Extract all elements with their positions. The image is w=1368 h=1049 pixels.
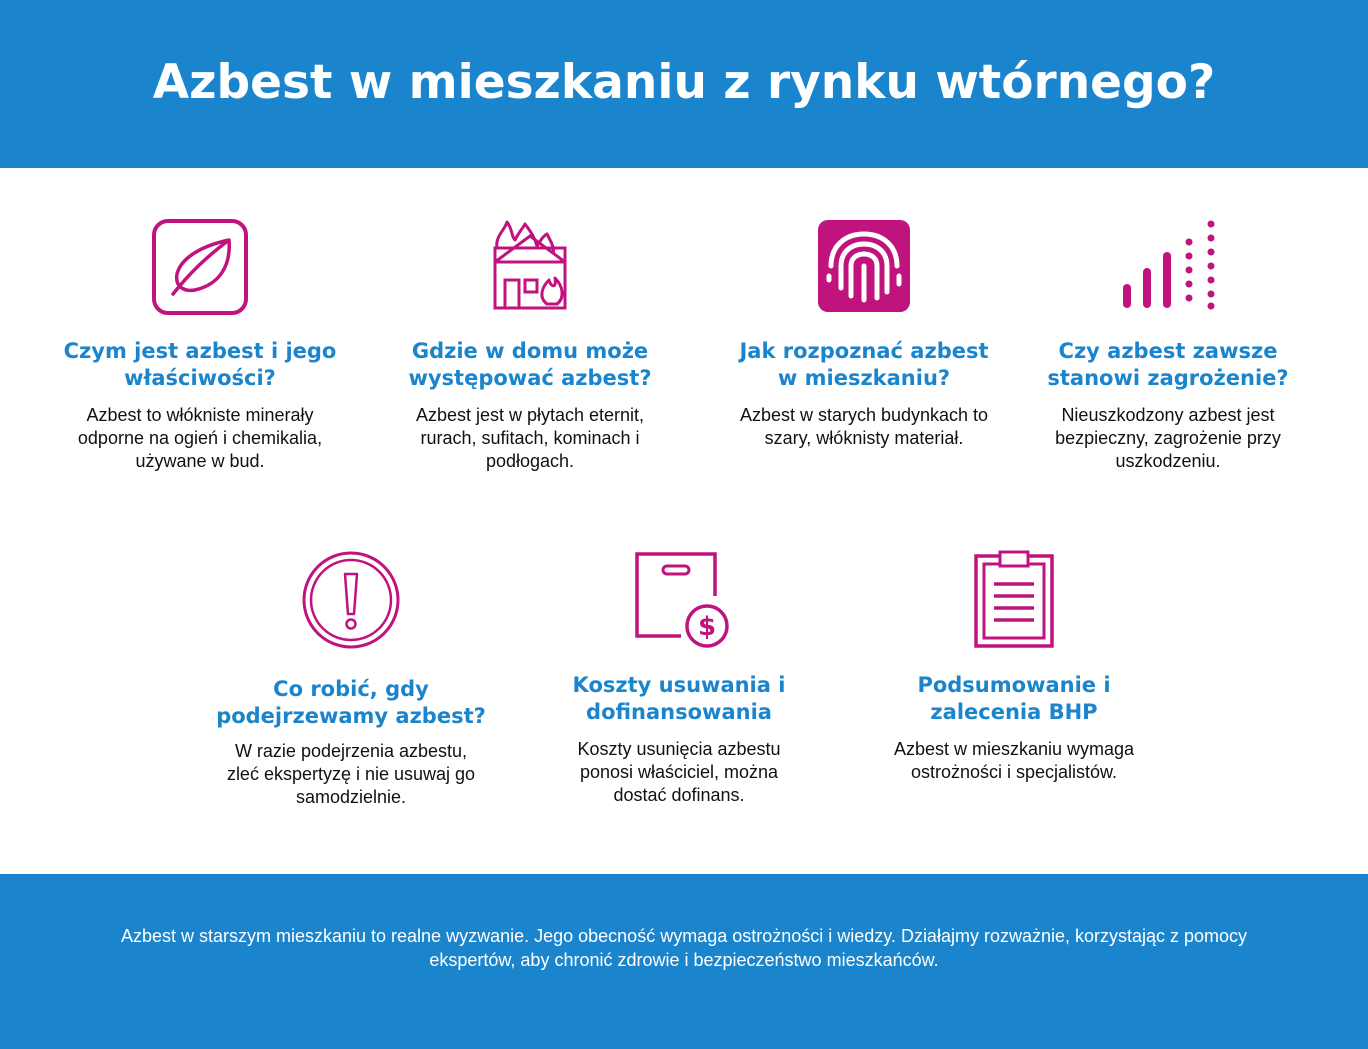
card-removal-costs: $ Koszty usuwania i dofinansowania Koszt…: [529, 550, 829, 807]
page-title: Azbest w mieszkaniu z rynku wtórnego?: [152, 54, 1216, 110]
card-text: W razie podejrzenia azbestu, zleć eksper…: [226, 741, 476, 807]
svg-text:$: $: [698, 612, 716, 642]
bag-dollar-icon: $: [635, 552, 729, 648]
signal-bars-icon: [1123, 220, 1215, 310]
exclamation-circle-icon: [302, 551, 400, 649]
card-what-to-do: Co robić, gdy podejrzewamy azbest? W raz…: [201, 550, 501, 809]
header-banner: Azbest w mieszkaniu z rynku wtórnego?: [0, 0, 1368, 168]
card-text: Koszty usunięcia azbestu ponosi właścici…: [577, 739, 781, 805]
fingerprint-icon: [818, 220, 910, 312]
card-text: Azbest to włókniste minerały odporne na …: [77, 405, 323, 471]
card-title: Czy azbest zawsze stanowi zagrożenie?: [1047, 339, 1289, 390]
card-summary-bhp: Podsumowanie i zalecenia BHP Azbest w mi…: [864, 550, 1164, 784]
card-where-in-home: Gdzie w domu może występować azbest? Azb…: [380, 218, 680, 473]
card-always-dangerous: Czy azbest zawsze stanowi zagrożenie? Ni…: [1018, 218, 1318, 473]
footer-banner: Azbest w starszym mieszkaniu to realne w…: [0, 874, 1368, 1049]
card-title: Koszty usuwania i dofinansowania: [572, 673, 786, 724]
card-title: Co robić, gdy podejrzewamy azbest?: [216, 677, 486, 728]
card-title: Czym jest azbest i jego właściwości?: [63, 339, 337, 390]
card-title: Podsumowanie i zalecenia BHP: [917, 673, 1111, 724]
clipboard-icon: [974, 550, 1054, 648]
card-title: Jak rozpoznać azbest w mieszkaniu?: [739, 339, 989, 390]
footer-text: Azbest w starszym mieszkaniu to realne w…: [120, 926, 1248, 970]
burning-house-icon: [493, 220, 567, 310]
card-text: Azbest jest w płytach eternit, rurach, s…: [415, 405, 645, 471]
card-title: Gdzie w domu może występować azbest?: [408, 339, 652, 390]
card-how-to-recognize: Jak rozpoznać azbest w mieszkaniu? Azbes…: [714, 218, 1014, 450]
card-what-is-asbestos: Czym jest azbest i jego właściwości? Azb…: [50, 218, 350, 473]
card-text: Azbest w starych budynkach to szary, włó…: [739, 405, 989, 448]
card-text: Azbest w mieszkaniu wymaga ostrożności i…: [893, 739, 1135, 782]
card-text: Nieuszkodzony azbest jest bezpieczny, za…: [1055, 405, 1281, 471]
leaf-icon: [152, 219, 248, 315]
